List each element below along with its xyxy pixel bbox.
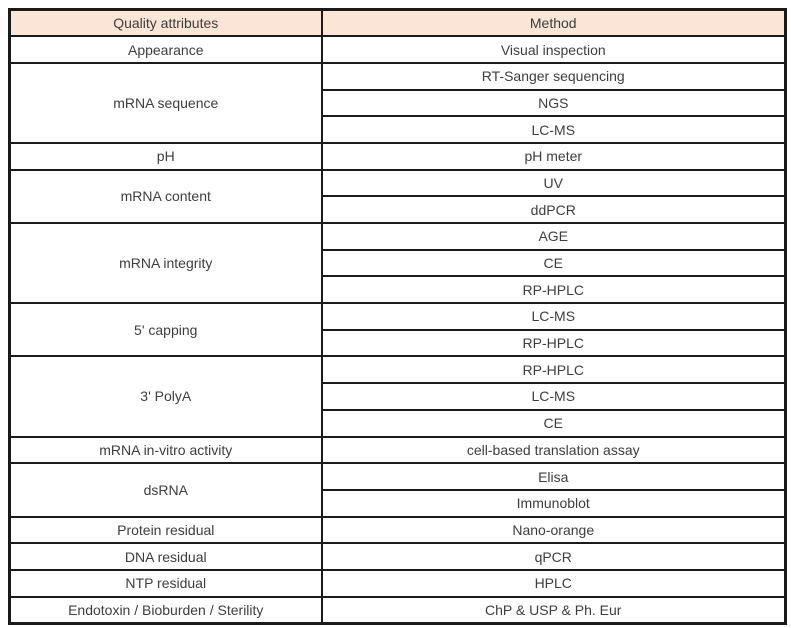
method-cell: UV bbox=[320, 168, 787, 198]
method-cell: LC-MS bbox=[320, 115, 787, 144]
method-cell: Elisa bbox=[320, 462, 787, 491]
table-row: mRNA in-vitro activity cell-based transl… bbox=[8, 435, 787, 465]
column-header-quality-attributes: Quality attributes bbox=[8, 8, 323, 38]
table-row: Protein residual Nano-orange bbox=[8, 515, 787, 545]
method-cell: cell-based translation assay bbox=[320, 435, 787, 465]
method-cell: CE bbox=[320, 248, 787, 278]
table-row: ddPCR bbox=[10, 195, 787, 224]
attribute-cell: Endotoxin / Bioburden / Sterility bbox=[8, 595, 323, 625]
table-row: 5' capping LC-MS bbox=[8, 302, 787, 358]
table-row: LC-MS bbox=[10, 115, 787, 144]
attribute-cell: Appearance bbox=[8, 35, 323, 64]
attribute-cell: DNA residual bbox=[8, 542, 323, 571]
method-cell: CE bbox=[320, 408, 787, 438]
method-cell: ChP & USP & Ph. Eur bbox=[320, 595, 787, 625]
table-row: DNA residual qPCR bbox=[8, 542, 787, 571]
method-cell: HPLC bbox=[320, 568, 787, 598]
attribute-cell: NTP residual bbox=[8, 568, 323, 598]
method-cell: qPCR bbox=[320, 542, 787, 571]
table-row: LC-MS bbox=[10, 382, 787, 411]
quality-attributes-table: Quality attributes Method Appearance Vis… bbox=[8, 8, 787, 625]
table-row: Endotoxin / Bioburden / Sterility ChP & … bbox=[8, 595, 787, 625]
header-row: Quality attributes Method bbox=[8, 8, 787, 38]
method-cell: NGS bbox=[320, 88, 787, 118]
method-cell: RP-HPLC bbox=[320, 328, 787, 358]
method-cell: RP-HPLC bbox=[320, 355, 787, 385]
attribute-cell: mRNA in-vitro activity bbox=[8, 435, 323, 465]
attribute-cell: 5' capping bbox=[8, 302, 323, 358]
method-cell: Visual inspection bbox=[320, 35, 787, 64]
method-cell: LC-MS bbox=[320, 302, 787, 331]
method-cell: RP-HPLC bbox=[320, 275, 787, 305]
table-row: mRNA sequence RT-Sanger sequencing bbox=[8, 61, 787, 144]
column-header-method: Method bbox=[320, 8, 787, 38]
attribute-cell: dsRNA bbox=[8, 462, 323, 518]
table-row: pH pH meter bbox=[8, 141, 787, 171]
method-cell: ddPCR bbox=[320, 195, 787, 224]
table-row: Immunoblot bbox=[10, 488, 787, 518]
method-cell: RT-Sanger sequencing bbox=[320, 61, 787, 91]
table-row: 3' PolyA RP-HPLC bbox=[8, 355, 787, 438]
method-cell: Immunoblot bbox=[320, 488, 787, 518]
table-row: CE bbox=[10, 248, 787, 278]
attribute-cell: mRNA content bbox=[8, 168, 323, 225]
attribute-cell: Protein residual bbox=[8, 515, 323, 545]
table-row: Appearance Visual inspection bbox=[8, 35, 787, 64]
table-row: RP-HPLC bbox=[10, 328, 787, 358]
attribute-cell: mRNA sequence bbox=[8, 61, 323, 144]
table-row: RP-HPLC bbox=[10, 275, 787, 305]
table-row: mRNA content UV bbox=[8, 168, 787, 225]
table-row: dsRNA Elisa bbox=[8, 462, 787, 518]
method-cell: Nano-orange bbox=[320, 515, 787, 545]
table-row: mRNA integrity AGE bbox=[8, 221, 787, 305]
attribute-cell: 3' PolyA bbox=[8, 355, 323, 438]
method-cell: LC-MS bbox=[320, 382, 787, 411]
attribute-cell: pH bbox=[8, 141, 323, 171]
attribute-cell: mRNA integrity bbox=[8, 221, 323, 305]
method-cell: AGE bbox=[320, 222, 787, 251]
table-row: NTP residual HPLC bbox=[8, 568, 787, 598]
table-row: CE bbox=[10, 408, 787, 438]
table-row: NGS bbox=[10, 88, 787, 118]
method-cell: pH meter bbox=[320, 141, 787, 171]
